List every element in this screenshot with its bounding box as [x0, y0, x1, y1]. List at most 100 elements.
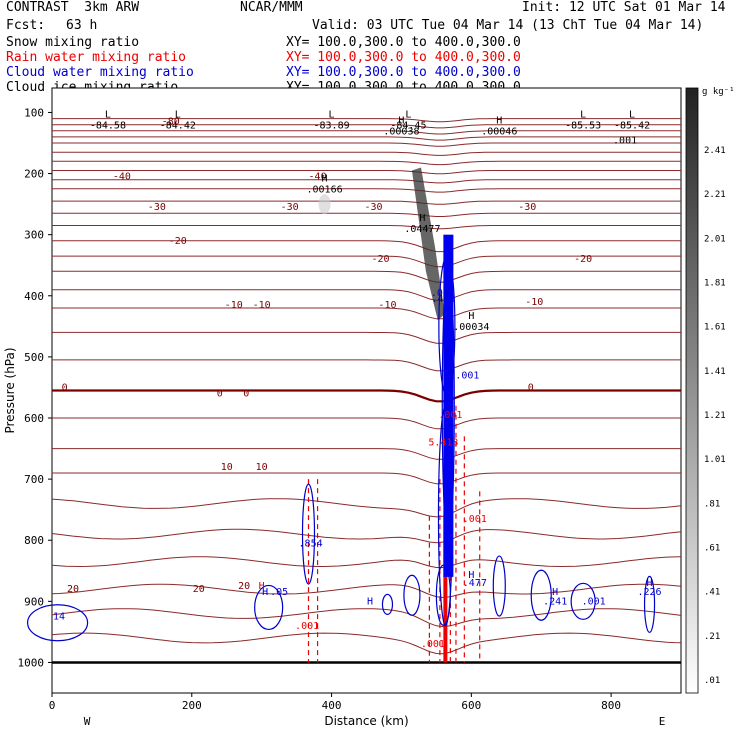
isotherm-line	[52, 212, 681, 217]
cloud-water-label: .413	[431, 294, 455, 305]
isotherm-line	[52, 170, 681, 175]
isotherm-label: -30	[281, 202, 299, 213]
rain-label: H	[259, 581, 265, 592]
field-rain-name: Rain water mixing ratio	[6, 50, 187, 65]
field-rain-xy: XY= 100.0,300.0 to 400.0,300.0	[286, 50, 521, 65]
extremum-value: .00046	[481, 126, 517, 137]
valid-time: Valid: 03 UTC Tue 04 Mar 14 (13 ChT Tue …	[312, 18, 704, 33]
field-snow-name: Snow mixing ratio	[6, 35, 140, 50]
cloud-water-contours	[26, 234, 656, 642]
cloud-water-core	[443, 234, 454, 577]
extremum-value: -85.53	[565, 120, 601, 131]
isotherm-line	[52, 307, 681, 320]
cloud-water-label: .001	[582, 596, 606, 607]
isotherm-line	[52, 136, 681, 141]
extremum-mark: L	[405, 109, 411, 120]
cloud-water-label: H	[262, 587, 268, 598]
isotherm-line	[51, 528, 682, 544]
isotherm-line	[52, 124, 681, 129]
y-tick-label: 200	[24, 168, 44, 181]
cloud-water-label: H	[647, 578, 653, 589]
snow-patch	[318, 194, 331, 215]
isotherm-label: -10	[225, 300, 243, 311]
isotherm-label: -40	[309, 172, 327, 183]
colorbar-label: 1.41	[704, 367, 726, 377]
cloud-water-contour	[403, 574, 421, 616]
rain-label: 5.413	[428, 438, 458, 449]
snow-plume	[318, 167, 445, 321]
cloud-water-label: H	[468, 570, 474, 581]
field-snow-xy: XY= 100.0,300.0 to 400.0,300.0	[286, 35, 521, 50]
cloud-water-contour	[26, 604, 89, 642]
isotherm-label: -20	[371, 254, 389, 265]
rain-core	[443, 515, 448, 663]
cloud-water-contour	[570, 582, 596, 620]
isotherm-label: -30	[518, 202, 536, 213]
extremum-mark: H	[398, 115, 404, 126]
colorbar-label: .61	[704, 544, 720, 554]
isotherm-label: 0	[528, 383, 534, 394]
isotherm-label: -10	[253, 300, 271, 311]
field-cloudwater-xy: XY= 100.0,300.0 to 400.0,300.0	[286, 65, 521, 80]
y-tick-label: 500	[24, 351, 44, 364]
isotherm-line	[52, 118, 681, 123]
y-tick-label: 900	[24, 595, 44, 608]
extremum-mark: L	[329, 109, 335, 120]
x-tick-label: 600	[461, 699, 481, 712]
isotherm-label: -10	[378, 300, 396, 311]
colorbar-label: 2.21	[704, 190, 726, 200]
cloud-water-label: H	[552, 587, 558, 598]
isotherm-label: -20	[574, 254, 592, 265]
isotherm-line	[52, 389, 681, 403]
extremum-mark: L	[580, 109, 586, 120]
extremum-value: -84.42	[160, 120, 196, 131]
isotherm-line	[52, 179, 681, 184]
extremum-value: -84.58	[90, 120, 126, 131]
cloud-water-label: 1.001	[449, 370, 479, 381]
cloud-water-label: H	[367, 596, 373, 607]
cloud-water-label: .01	[431, 288, 449, 299]
field-cloudwater-name: Cloud water mixing ratio	[6, 65, 194, 80]
x-tick-label: 200	[182, 699, 202, 712]
isotherm-line	[52, 225, 681, 230]
isotherm-label: -80	[162, 117, 180, 128]
extremum-value: .001	[613, 136, 637, 147]
isotherm-label: 20	[238, 581, 250, 592]
isotherm-label: 20	[193, 584, 205, 595]
isotherm-line	[52, 130, 681, 135]
y-tick-label: 400	[24, 290, 44, 303]
cloud-water-label: .477	[463, 578, 487, 589]
extremum-value: -84.45	[390, 120, 426, 131]
isotherm-line	[52, 151, 681, 156]
x-tick-label: 400	[322, 699, 342, 712]
cloud-water-contour	[301, 483, 316, 585]
isotherm-line	[51, 608, 682, 628]
forecast-label: Fcst:	[6, 18, 46, 33]
isotherm-label: -40	[113, 172, 131, 183]
extremum-mark: L	[629, 109, 635, 120]
center-name: NCAR/MMM	[240, 0, 303, 15]
isotherm-line	[52, 289, 681, 301]
isotherm-label: -30	[148, 202, 166, 213]
extremum-value: .04477	[404, 224, 440, 235]
isotherm-label: 0	[243, 389, 249, 400]
forecast-hour: 63 h	[66, 18, 98, 33]
colorbar-label: 2.41	[704, 146, 726, 156]
west-label: W	[84, 715, 91, 728]
colorbar-label: 1.21	[704, 411, 726, 421]
colorbar-label: .41	[704, 588, 720, 598]
y-tick-label: 300	[24, 229, 44, 242]
cloud-water-label: 14	[53, 612, 65, 623]
y-tick-label: 800	[24, 534, 44, 547]
extremum-mark: H	[419, 213, 425, 224]
isotherm-layer	[51, 118, 682, 664]
y-tick-label: 1000	[18, 656, 45, 669]
extremum-value: .00038	[383, 126, 419, 137]
cloud-water-contour	[381, 593, 394, 615]
isotherm-label: -20	[169, 236, 187, 247]
cloud-water-contour	[643, 575, 656, 633]
colorbar-label: 1.61	[704, 323, 726, 333]
rain-label: .001	[438, 410, 462, 421]
extremum-mark: L	[105, 109, 111, 120]
